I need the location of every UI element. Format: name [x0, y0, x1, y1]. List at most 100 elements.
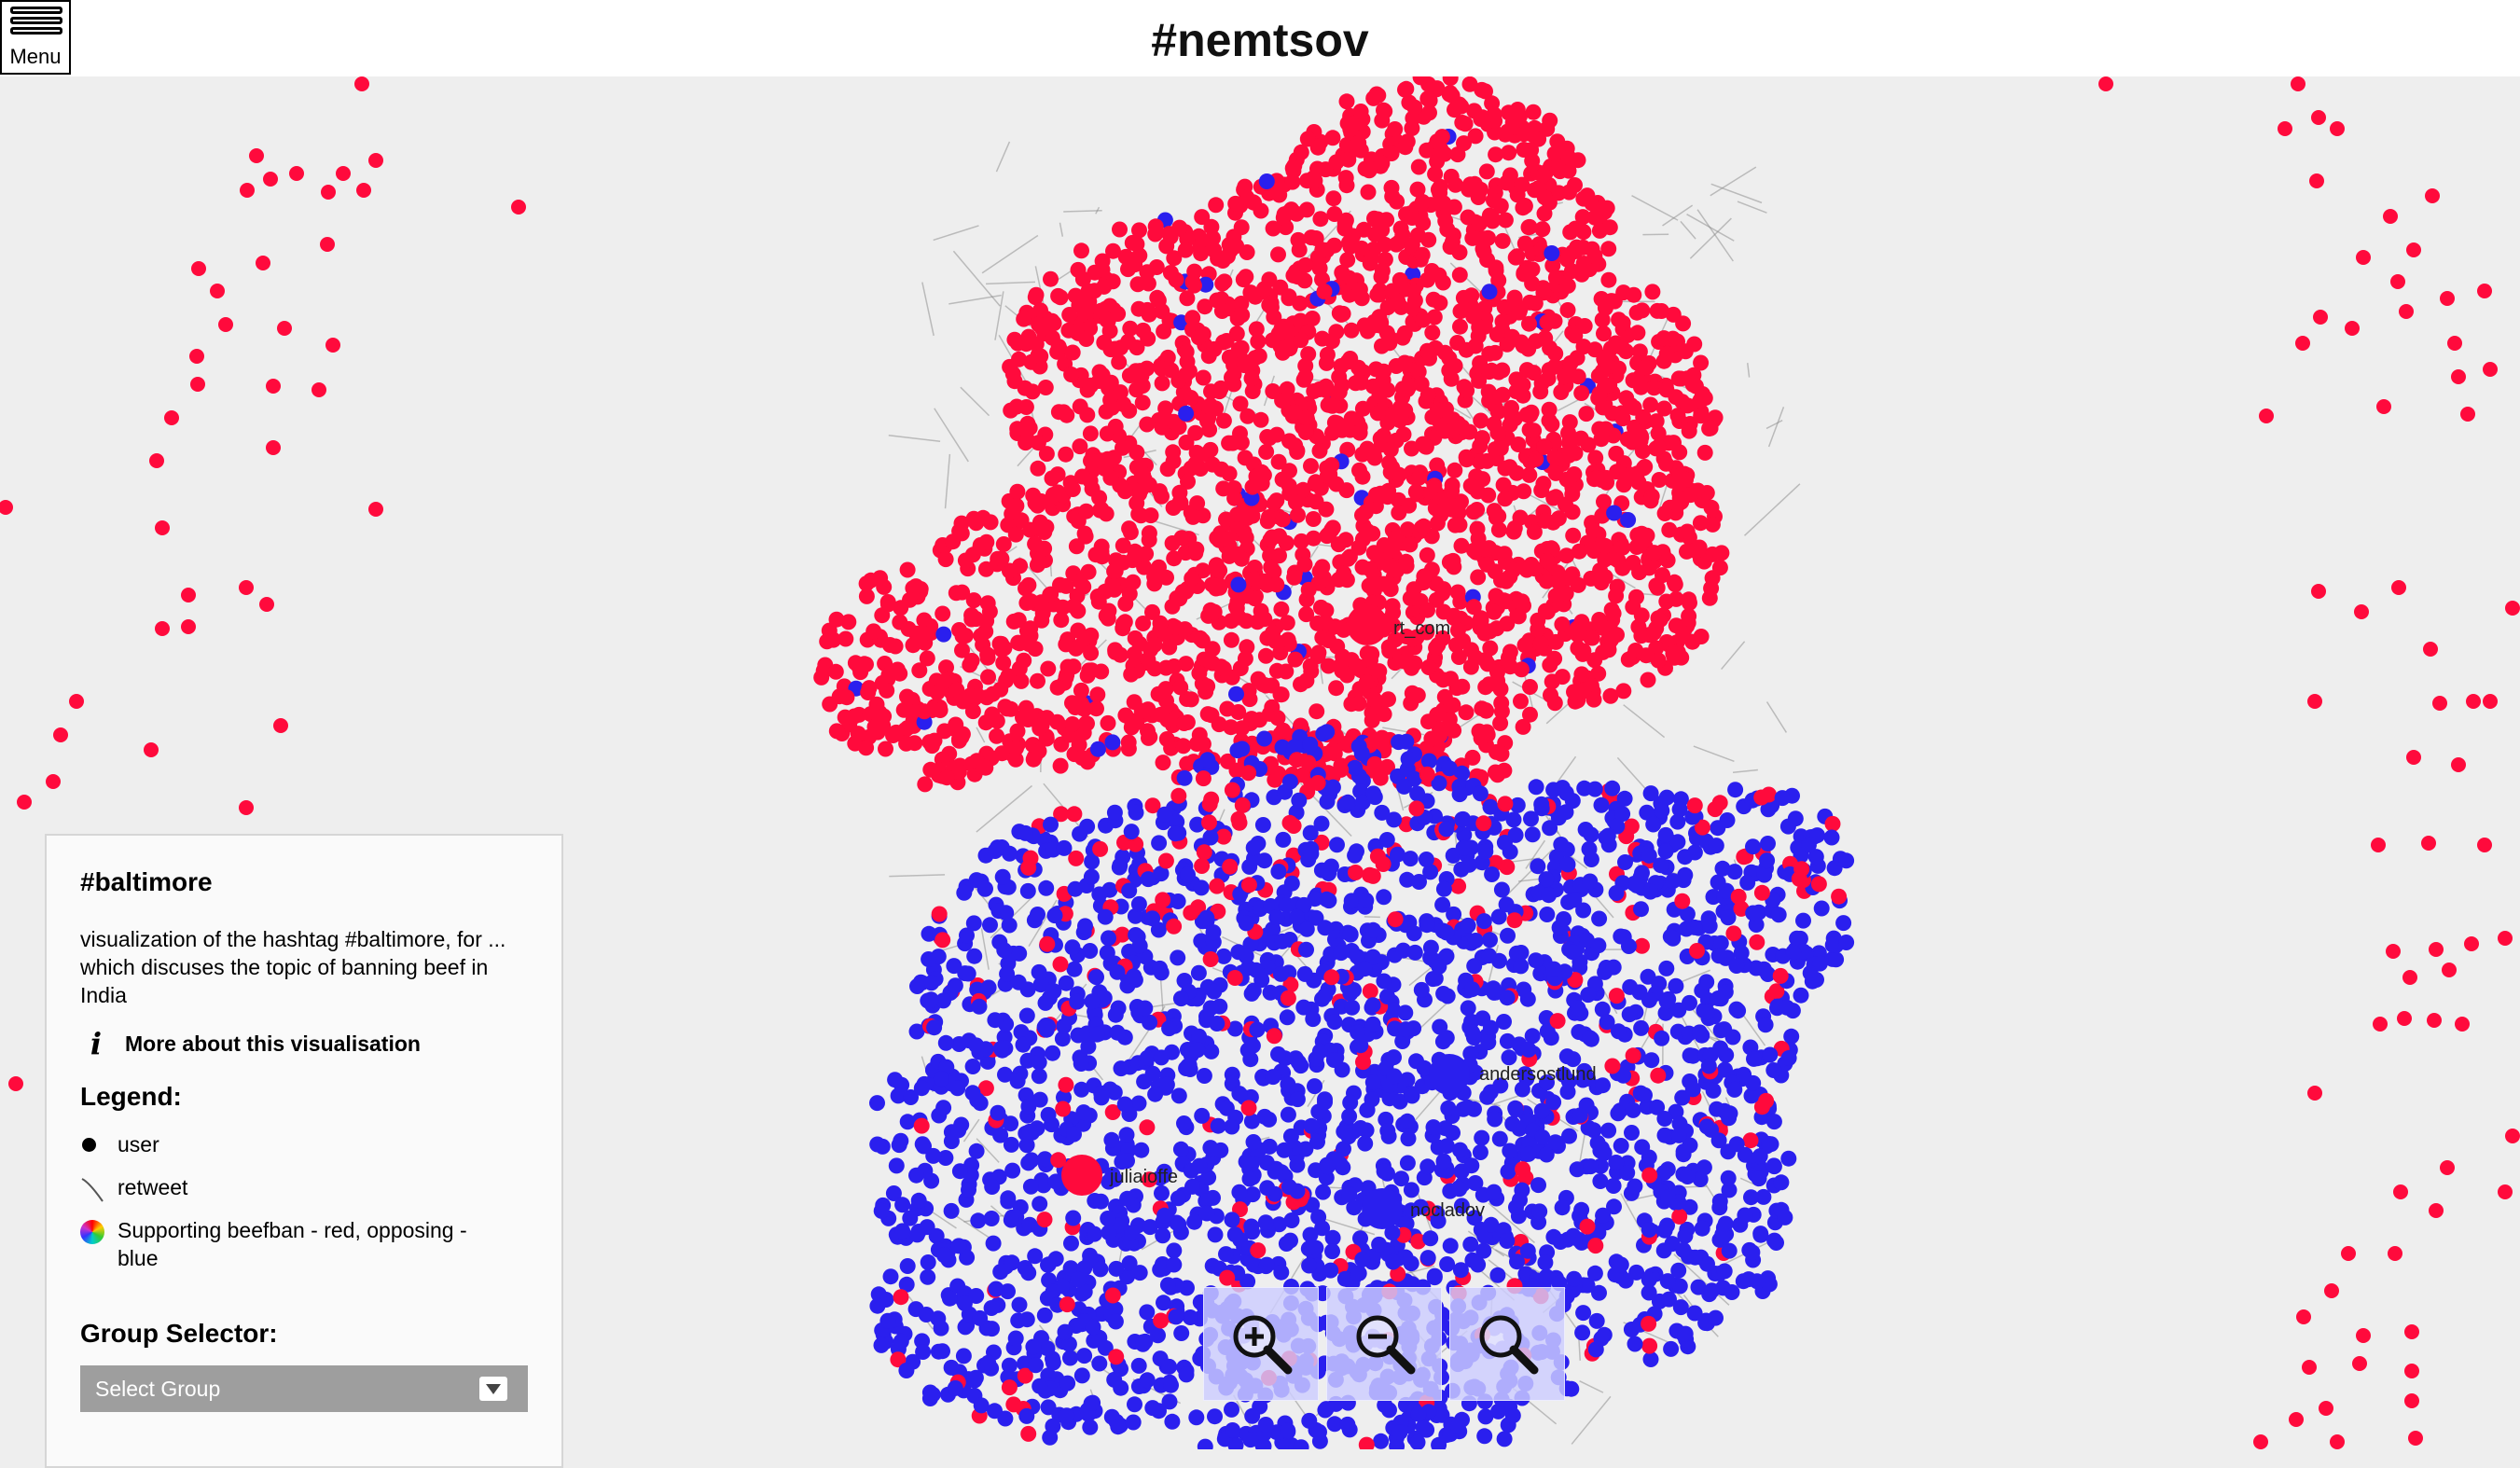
user-node[interactable] [1629, 305, 1645, 321]
user-node[interactable] [1020, 577, 1036, 593]
user-node[interactable] [1225, 1212, 1240, 1227]
user-node[interactable] [1281, 433, 1297, 449]
user-node[interactable] [1342, 986, 1358, 1002]
user-node[interactable] [1125, 575, 1141, 590]
user-node[interactable] [1286, 404, 1302, 420]
user-node[interactable] [1147, 637, 1163, 653]
user-node[interactable] [1418, 438, 1433, 454]
user-node[interactable] [1657, 505, 1673, 521]
user-node[interactable] [1133, 1143, 1149, 1158]
user-node[interactable] [1542, 658, 1558, 673]
user-node[interactable] [1135, 616, 1151, 631]
user-node[interactable] [1667, 575, 1682, 590]
user-node[interactable] [1532, 383, 1548, 399]
user-node[interactable] [1754, 885, 1770, 901]
user-node[interactable] [1641, 1272, 1657, 1288]
user-node[interactable] [1435, 672, 1451, 687]
user-node[interactable] [1442, 712, 1458, 727]
user-node[interactable] [1473, 182, 1488, 198]
user-node[interactable] [1183, 1309, 1198, 1325]
user-node[interactable] [1297, 368, 1313, 384]
user-node[interactable] [948, 717, 963, 733]
user-node[interactable] [1138, 546, 1154, 561]
user-node[interactable] [1592, 1173, 1608, 1189]
user-node[interactable] [1594, 472, 1610, 488]
user-node[interactable] [1077, 918, 1093, 934]
user-node[interactable] [1028, 641, 1044, 657]
user-node[interactable] [1547, 1134, 1563, 1150]
user-node[interactable] [1331, 369, 1347, 385]
user-node[interactable] [1199, 413, 1215, 429]
user-node[interactable] [1060, 659, 1076, 675]
user-node[interactable] [1191, 1029, 1207, 1045]
user-node[interactable] [1376, 576, 1392, 592]
user-node[interactable] [1585, 522, 1601, 538]
user-node[interactable] [1321, 632, 1336, 648]
user-node[interactable] [1650, 1068, 1666, 1084]
user-node[interactable] [1721, 1170, 1737, 1186]
user-node[interactable] [1020, 1099, 1036, 1115]
user-node[interactable] [993, 636, 1009, 652]
user-node[interactable] [1127, 1396, 1142, 1412]
user-node[interactable] [1431, 403, 1447, 419]
user-node[interactable] [1593, 617, 1609, 633]
user-node[interactable] [1012, 558, 1028, 574]
user-node[interactable] [1038, 519, 1054, 535]
user-node[interactable] [1574, 1324, 1590, 1340]
user-node[interactable] [1287, 652, 1303, 668]
user-node[interactable] [1244, 370, 1260, 386]
user-node[interactable] [1578, 406, 1594, 422]
user-node[interactable] [1329, 837, 1345, 852]
user-node[interactable] [1008, 527, 1024, 543]
user-node[interactable] [1274, 321, 1290, 337]
user-node[interactable] [1281, 463, 1297, 478]
user-node[interactable] [1377, 1164, 1392, 1180]
user-node[interactable] [1460, 1100, 1475, 1115]
user-node[interactable] [1183, 390, 1198, 406]
user-node[interactable] [1555, 669, 1571, 685]
user-node[interactable] [1042, 1430, 1058, 1446]
user-node[interactable] [838, 631, 853, 647]
user-node[interactable] [1230, 704, 1246, 720]
user-node[interactable] [1400, 1156, 1416, 1171]
user-node[interactable] [1459, 451, 1475, 467]
user-node[interactable] [1308, 703, 1324, 719]
user-node[interactable] [1376, 974, 1392, 990]
user-node[interactable] [1571, 368, 1586, 384]
user-node[interactable] [1473, 610, 1488, 626]
user-node[interactable] [1682, 1047, 1698, 1063]
user-node[interactable] [1573, 666, 1589, 682]
user-node[interactable] [1257, 1109, 1273, 1125]
user-node[interactable] [1298, 942, 1314, 958]
user-node[interactable] [1209, 557, 1225, 573]
user-node[interactable] [1713, 545, 1729, 561]
user-node[interactable] [1170, 1190, 1186, 1206]
user-node[interactable] [1670, 408, 1686, 423]
user-node[interactable] [1088, 547, 1104, 562]
user-node[interactable] [1465, 479, 1481, 495]
user-node[interactable] [1505, 562, 1521, 578]
user-node[interactable] [1032, 1196, 1047, 1212]
user-node[interactable] [1531, 1203, 1547, 1219]
user-node[interactable] [1405, 284, 1421, 299]
user-node[interactable] [1160, 1277, 1176, 1293]
user-node[interactable] [1343, 926, 1359, 942]
user-node[interactable] [1059, 408, 1074, 423]
user-node[interactable] [869, 1095, 885, 1111]
user-node[interactable] [1242, 691, 1258, 707]
user-node[interactable] [1606, 605, 1622, 621]
user-node[interactable] [1365, 1017, 1381, 1032]
user-node[interactable] [1614, 540, 1630, 556]
user-node[interactable] [1650, 580, 1666, 596]
user-node[interactable] [1010, 1073, 1026, 1089]
user-node[interactable] [1014, 512, 1030, 528]
user-node[interactable] [935, 627, 951, 643]
user-node[interactable] [992, 682, 1008, 698]
user-node[interactable] [1244, 1224, 1260, 1239]
user-node[interactable] [1600, 1123, 1616, 1139]
user-node[interactable] [962, 657, 977, 672]
user-node[interactable] [1374, 222, 1390, 238]
user-node[interactable] [1002, 918, 1018, 934]
user-node[interactable] [1391, 505, 1406, 520]
user-node[interactable] [1561, 571, 1577, 587]
